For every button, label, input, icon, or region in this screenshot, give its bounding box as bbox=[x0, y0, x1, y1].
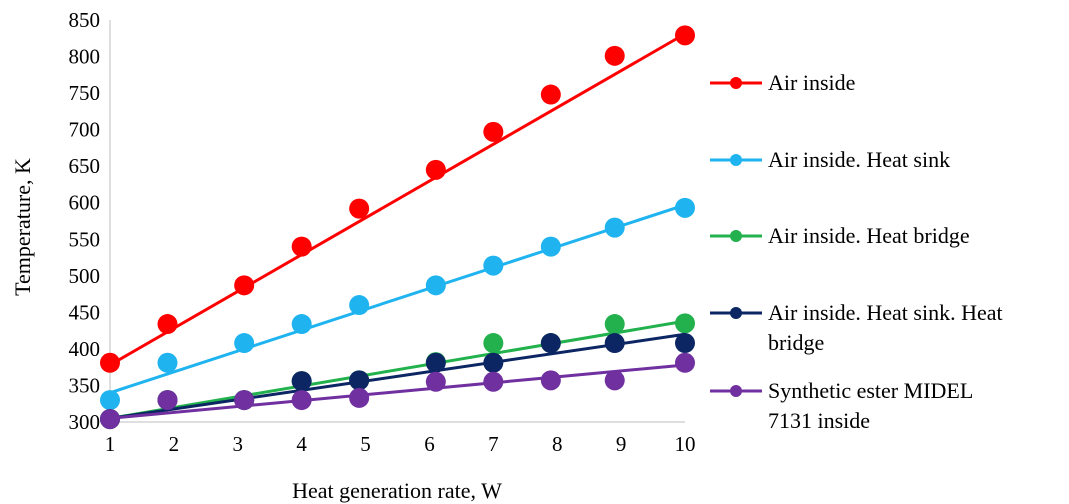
legend-label: Air inside bbox=[768, 70, 855, 95]
legend-item: Air inside. Heat bridge bbox=[710, 223, 970, 248]
data-point bbox=[675, 25, 695, 46]
data-point bbox=[234, 333, 255, 354]
data-point bbox=[604, 314, 625, 335]
data-point bbox=[425, 275, 446, 296]
data-point bbox=[604, 333, 625, 354]
legend-item: Air inside bbox=[710, 70, 855, 95]
data-point bbox=[604, 370, 625, 391]
legend-marker bbox=[730, 385, 742, 397]
legend-item: Air inside. Heat sink. Heat bridge bbox=[710, 300, 1003, 355]
data-point bbox=[540, 84, 561, 105]
data-point bbox=[349, 295, 370, 316]
x-tick-label: 10 bbox=[675, 432, 696, 456]
data-point bbox=[291, 314, 312, 335]
series-1 bbox=[100, 25, 695, 373]
series-layer bbox=[100, 25, 695, 430]
series-trendline bbox=[109, 32, 686, 367]
data-point bbox=[157, 352, 178, 373]
data-point bbox=[100, 390, 120, 411]
data-point bbox=[540, 333, 561, 354]
data-point bbox=[291, 390, 312, 411]
data-point bbox=[425, 371, 446, 392]
x-tick-label: 9 bbox=[616, 432, 627, 456]
data-point bbox=[483, 333, 504, 354]
data-point bbox=[675, 333, 695, 354]
data-point bbox=[157, 390, 178, 411]
data-point bbox=[349, 370, 370, 391]
series-trendline bbox=[109, 332, 686, 420]
data-point bbox=[291, 371, 312, 392]
x-tick-label: 7 bbox=[488, 432, 499, 456]
data-point bbox=[349, 387, 370, 408]
y-axis-tick-labels: 300 350 400 450 500 550 600 650 700 750 800 850 bbox=[69, 8, 101, 434]
y-tick-label: 700 bbox=[69, 118, 101, 142]
data-point bbox=[425, 159, 446, 180]
legend-label: bridge bbox=[768, 330, 824, 355]
series-trendline bbox=[109, 363, 686, 420]
data-point bbox=[483, 352, 504, 373]
data-point bbox=[349, 198, 370, 219]
legend-label: 7131 inside bbox=[768, 408, 870, 433]
series-5 bbox=[100, 352, 695, 430]
data-point bbox=[483, 255, 504, 276]
y-axis-title: Temperature, K bbox=[10, 158, 35, 296]
series-2 bbox=[100, 197, 695, 411]
legend-item: Synthetic ester MIDEL 7131 inside bbox=[710, 378, 973, 433]
legend-marker bbox=[730, 77, 742, 89]
y-tick-label: 450 bbox=[69, 300, 101, 324]
x-tick-label: 8 bbox=[552, 432, 563, 456]
y-tick-label: 750 bbox=[69, 81, 101, 105]
legend-marker bbox=[730, 230, 742, 242]
data-point bbox=[540, 236, 561, 257]
y-tick-label: 400 bbox=[69, 337, 101, 361]
data-point bbox=[675, 197, 695, 218]
data-point bbox=[100, 352, 120, 373]
y-tick-label: 550 bbox=[69, 227, 101, 251]
data-point bbox=[425, 352, 446, 373]
legend-label: Air inside. Heat sink bbox=[768, 147, 950, 172]
data-point bbox=[604, 217, 625, 238]
data-point bbox=[675, 313, 695, 334]
y-tick-label: 850 bbox=[69, 8, 101, 32]
x-axis-tick-labels: 1 2 3 4 5 6 7 8 9 10 bbox=[105, 432, 696, 456]
data-point bbox=[157, 314, 178, 335]
x-tick-label: 6 bbox=[424, 432, 435, 456]
x-axis-title: Heat generation rate, W bbox=[292, 478, 502, 503]
legend-item: Air inside. Heat sink bbox=[710, 147, 950, 172]
legend-label: Air inside. Heat bridge bbox=[768, 223, 970, 248]
x-tick-label: 3 bbox=[233, 432, 244, 456]
legend: Air inside Air inside. Heat sink Air insid… bbox=[710, 70, 1003, 433]
legend-label: Air inside. Heat sink. Heat bbox=[768, 300, 1003, 325]
series-trendline bbox=[109, 203, 686, 395]
data-point bbox=[100, 409, 120, 430]
data-point bbox=[483, 121, 504, 142]
y-tick-label: 600 bbox=[69, 191, 101, 215]
y-tick-label: 350 bbox=[69, 373, 101, 397]
data-point bbox=[291, 236, 312, 257]
legend-label: Synthetic ester MIDEL bbox=[768, 378, 973, 403]
data-point bbox=[483, 371, 504, 392]
legend-marker bbox=[730, 154, 742, 166]
x-tick-label: 5 bbox=[360, 432, 371, 456]
y-tick-label: 300 bbox=[69, 410, 101, 434]
y-tick-label: 800 bbox=[69, 45, 101, 69]
data-point bbox=[540, 370, 561, 391]
x-tick-label: 4 bbox=[296, 432, 307, 456]
series-trendline bbox=[109, 319, 686, 420]
data-point bbox=[234, 390, 255, 411]
legend-marker bbox=[730, 307, 742, 319]
data-point bbox=[234, 275, 255, 296]
data-point bbox=[604, 45, 625, 66]
x-tick-label: 2 bbox=[169, 432, 180, 456]
x-tick-label: 1 bbox=[105, 432, 116, 456]
y-tick-label: 650 bbox=[69, 154, 101, 178]
data-point bbox=[675, 352, 695, 373]
y-tick-label: 500 bbox=[69, 264, 101, 288]
